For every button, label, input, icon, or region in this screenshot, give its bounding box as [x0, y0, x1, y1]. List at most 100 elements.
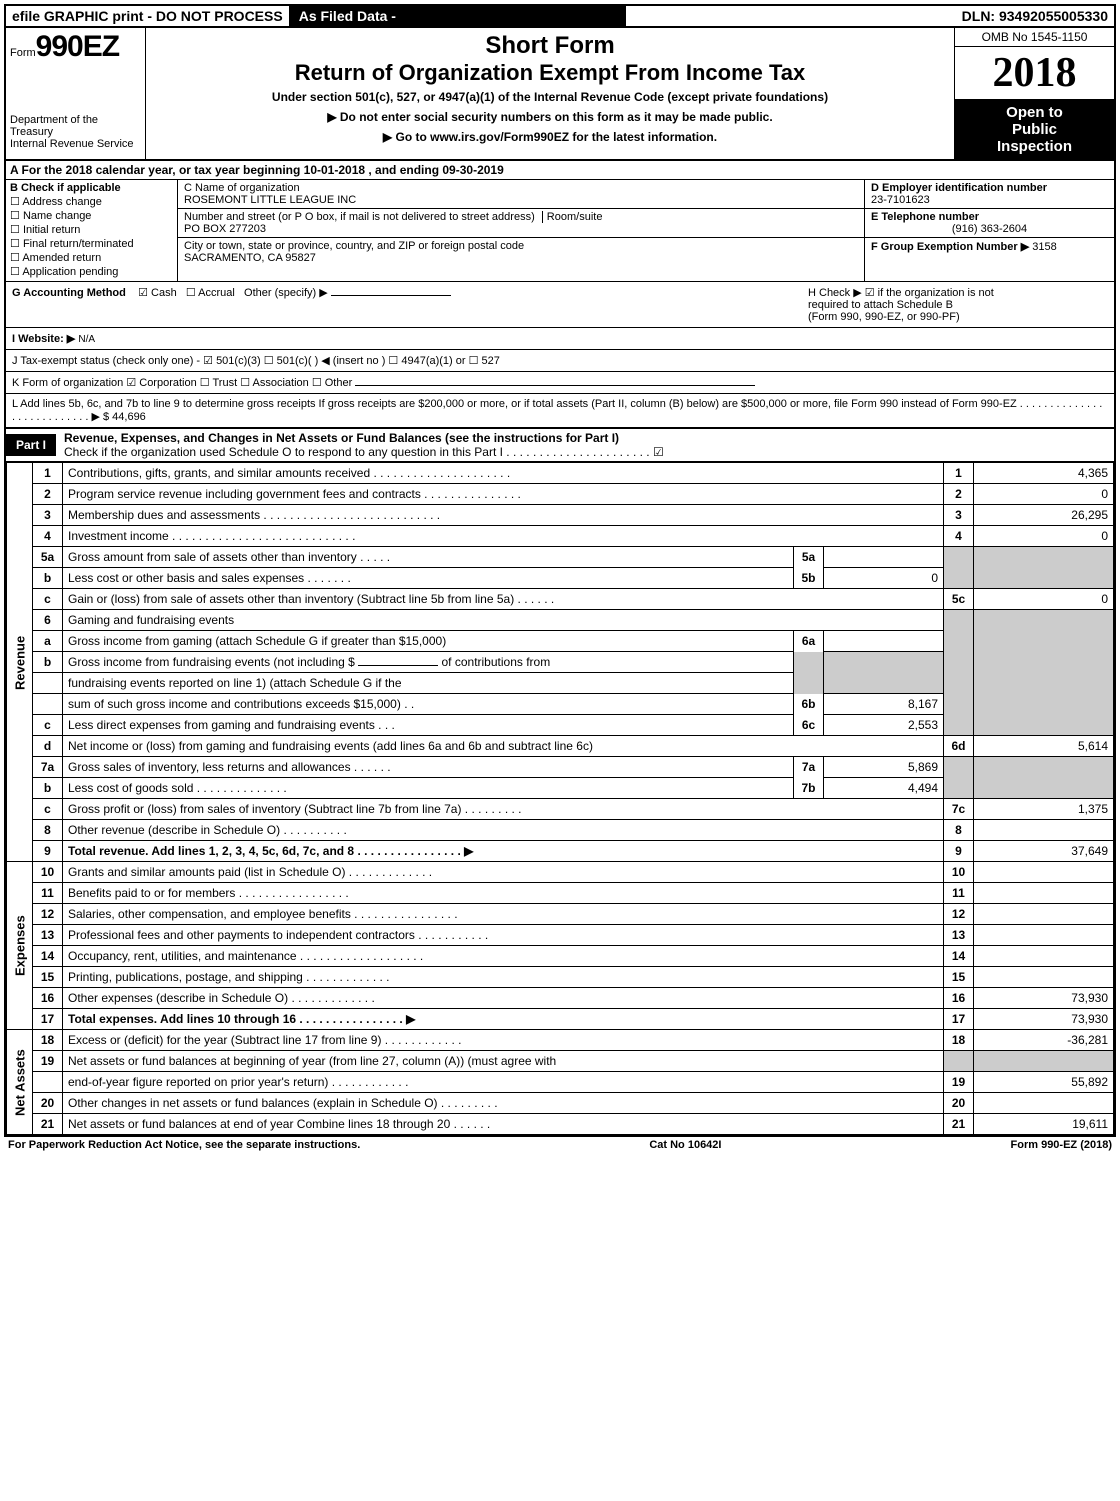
inspection-1: Open to [957, 104, 1112, 121]
table-row: dNet income or (loss) from gaming and fu… [7, 736, 1114, 757]
b-opt-final[interactable]: ☐ Final return/terminated [10, 237, 173, 250]
table-row: cGain or (loss) from sale of assets othe… [7, 589, 1114, 610]
j-text: J Tax-exempt status (check only one) - ☑… [12, 355, 500, 367]
l11-val [974, 883, 1114, 904]
g-label: G Accounting Method [12, 287, 126, 299]
l5a-desc: Gross amount from sale of assets other t… [63, 547, 794, 568]
f-label: F Group Exemption Number ▶ [871, 241, 1029, 253]
l15-desc: Printing, publications, postage, and shi… [63, 967, 944, 988]
l6b-desc4: sum of such gross income and contributio… [63, 694, 794, 715]
table-row: Net Assets 18Excess or (deficit) for the… [7, 1030, 1114, 1051]
omb-label: OMB No 1545-1150 [955, 28, 1114, 47]
goto-line: ▶ Go to www.irs.gov/Form990EZ for the la… [154, 130, 946, 144]
b-header: B Check if applicable [10, 182, 173, 194]
l12-val [974, 904, 1114, 925]
row-k: K Form of organization ☑ Corporation ☐ T… [6, 372, 1114, 394]
e-label: E Telephone number [871, 211, 1108, 223]
k-text: K Form of organization ☑ Corporation ☐ T… [12, 377, 352, 389]
l6b-blank[interactable] [358, 665, 438, 666]
table-row: 4Investment income . . . . . . . . . . .… [7, 526, 1114, 547]
f-cell: F Group Exemption Number ▶ 3158 [865, 238, 1114, 255]
l5c-desc: Gain or (loss) from sale of assets other… [63, 589, 944, 610]
table-row: 16Other expenses (describe in Schedule O… [7, 988, 1114, 1009]
part1-title: Revenue, Expenses, and Changes in Net As… [64, 431, 1114, 445]
table-row: 21Net assets or fund balances at end of … [7, 1114, 1114, 1135]
main-title: Return of Organization Exempt From Incom… [154, 60, 946, 86]
form-container: efile GRAPHIC print - DO NOT PROCESS As … [4, 4, 1116, 1137]
i-label: I Website: ▶ [12, 333, 75, 345]
row-l: L Add lines 5b, 6c, and 7b to line 9 to … [6, 394, 1114, 428]
tax-year: 2018 [955, 47, 1114, 100]
l5b-sv: 0 [824, 568, 944, 589]
table-row: 9Total revenue. Add lines 1, 2, 3, 4, 5c… [7, 841, 1114, 862]
inspection-3: Inspection [957, 138, 1112, 155]
col-def: D Employer identification number 23-7101… [864, 180, 1114, 281]
header-left: Form990EZ Department of the Treasury Int… [6, 28, 146, 159]
row-i: I Website: ▶ N/A [6, 328, 1114, 350]
table-row: 2Program service revenue including gover… [7, 484, 1114, 505]
table-row: 20Other changes in net assets or fund ba… [7, 1093, 1114, 1114]
l13-val [974, 925, 1114, 946]
g-cash[interactable]: ☑ Cash [138, 287, 177, 299]
table-row: 5aGross amount from sale of assets other… [7, 547, 1114, 568]
row-a: A For the 2018 calendar year, or tax yea… [6, 161, 1114, 180]
d-cell: D Employer identification number 23-7101… [865, 180, 1114, 209]
k-blank[interactable] [355, 385, 755, 386]
col-c: C Name of organization ROSEMONT LITTLE L… [178, 180, 864, 281]
l8-desc: Other revenue (describe in Schedule O) .… [63, 820, 944, 841]
l18-val: -36,281 [974, 1030, 1114, 1051]
table-row: 7aGross sales of inventory, less returns… [7, 757, 1114, 778]
c-addr: PO BOX 277203 [184, 223, 858, 235]
l5b-desc: Less cost or other basis and sales expen… [63, 568, 794, 589]
inspection-2: Public [957, 121, 1112, 138]
l6b-desc: Gross income from fundraising events (no… [63, 652, 794, 673]
l6c-desc: Less direct expenses from gaming and fun… [63, 715, 794, 736]
l14-val [974, 946, 1114, 967]
l9-val: 37,649 [974, 841, 1114, 862]
table-row: end-of-year figure reported on prior yea… [7, 1072, 1114, 1093]
g-other[interactable]: Other (specify) ▶ [244, 287, 328, 299]
lines-table: Revenue 1Contributions, gifts, grants, a… [6, 462, 1114, 1135]
l7c-val: 1,375 [974, 799, 1114, 820]
i-val: N/A [78, 334, 95, 345]
efile-label: efile GRAPHIC print - DO NOT PROCESS [6, 6, 289, 26]
l6b-sv: 8,167 [824, 694, 944, 715]
table-row: 3Membership dues and assessments . . . .… [7, 505, 1114, 526]
d-label: D Employer identification number [871, 182, 1108, 194]
b-opt-initial[interactable]: ☐ Initial return [10, 223, 173, 236]
l8-val [974, 820, 1114, 841]
l21-desc: Net assets or fund balances at end of ye… [63, 1114, 944, 1135]
b-opt-address[interactable]: ☐ Address change [10, 195, 173, 208]
l20-val [974, 1093, 1114, 1114]
b-opt-amended[interactable]: ☐ Amended return [10, 251, 173, 264]
part1-text: Revenue, Expenses, and Changes in Net As… [64, 429, 1114, 461]
g-accrual[interactable]: ☐ Accrual [186, 287, 235, 299]
f-val: 3158 [1032, 241, 1056, 253]
l9-desc: Total revenue. Add lines 1, 2, 3, 4, 5c,… [63, 841, 944, 862]
l5c-val: 0 [974, 589, 1114, 610]
d-val: 23-7101623 [871, 194, 1108, 206]
form-number: Form990EZ [10, 30, 141, 64]
asfield-blank [406, 6, 626, 26]
l-val: $ 44,696 [103, 411, 146, 423]
header: Form990EZ Department of the Treasury Int… [6, 28, 1114, 161]
c-name-cell: C Name of organization ROSEMONT LITTLE L… [178, 180, 864, 209]
l7a-desc: Gross sales of inventory, less returns a… [63, 757, 794, 778]
g-other-blank[interactable] [331, 295, 451, 296]
l7b-desc: Less cost of goods sold . . . . . . . . … [63, 778, 794, 799]
l7c-desc: Gross profit or (loss) from sales of inv… [63, 799, 944, 820]
b-opt-name[interactable]: ☐ Name change [10, 209, 173, 222]
l4-val: 0 [974, 526, 1114, 547]
form-990ez: 990EZ [36, 30, 119, 63]
l7a-sv: 5,869 [824, 757, 944, 778]
revenue-side: Revenue [7, 463, 33, 862]
form-prefix: Form [10, 47, 36, 59]
l6b-desc3: fundraising events reported on line 1) (… [63, 673, 794, 694]
c-label: C Name of organization [184, 182, 858, 194]
c-city: SACRAMENTO, CA 95827 [184, 252, 858, 264]
b-opt-pending[interactable]: ☐ Application pending [10, 265, 173, 278]
row-g-h: G Accounting Method ☑ Cash ☐ Accrual Oth… [6, 282, 1114, 328]
table-row: 13Professional fees and other payments t… [7, 925, 1114, 946]
irs-label: Internal Revenue Service [10, 138, 141, 150]
h-line3: (Form 990, 990-EZ, or 990-PF) [808, 311, 1108, 323]
